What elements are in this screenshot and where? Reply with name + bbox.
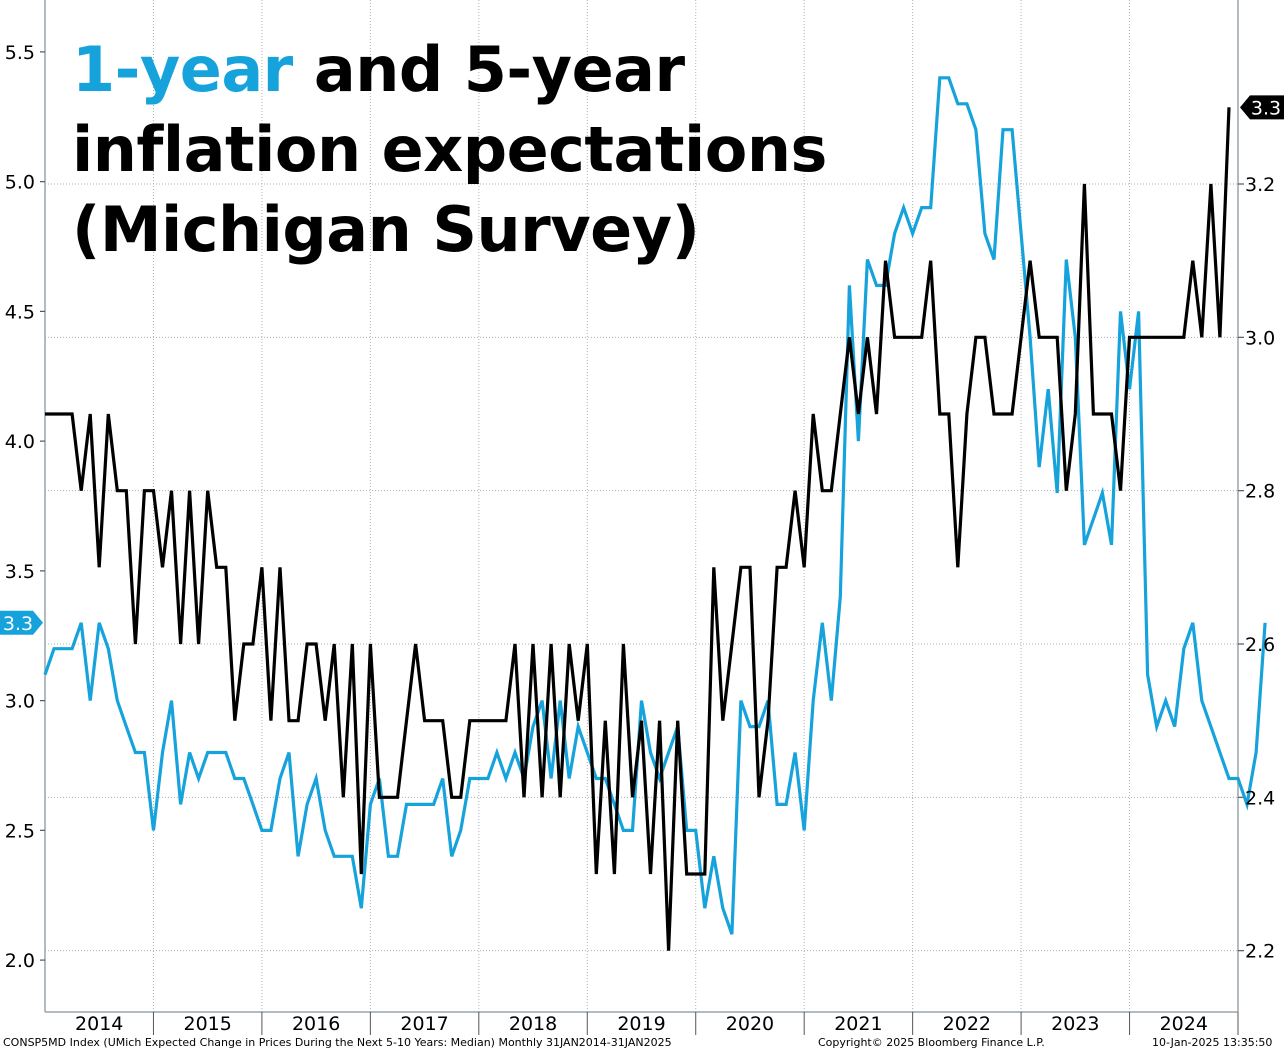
right-tick-label: 2.4 bbox=[1245, 787, 1275, 809]
left-tick-label: 3.5 bbox=[5, 561, 35, 583]
x-tick-label: 2018 bbox=[509, 1013, 557, 1035]
right-tick-label: 2.2 bbox=[1245, 941, 1275, 963]
right-tick-label: 3.2 bbox=[1245, 174, 1275, 196]
x-tick-label: 2024 bbox=[1160, 1013, 1208, 1035]
right-tick-label: 3.0 bbox=[1245, 327, 1275, 349]
left-tick-label: 4.5 bbox=[5, 301, 35, 323]
left-tick-label: 4.0 bbox=[5, 431, 35, 453]
right-tick-label: 2.8 bbox=[1245, 481, 1275, 503]
x-tick-label: 2015 bbox=[184, 1013, 232, 1035]
source-note: CONSP5MD Index (UMich Expected Change in… bbox=[3, 1036, 672, 1049]
x-tick-label: 2021 bbox=[834, 1013, 882, 1035]
left-last-value-tag bbox=[0, 610, 43, 635]
x-tick-label: 2016 bbox=[292, 1013, 340, 1035]
left-last-value-label: 3.3 bbox=[3, 613, 33, 635]
series-line-one-year bbox=[43, 76, 1267, 935]
right-tick-label: 2.6 bbox=[1245, 634, 1275, 656]
series-line-five-year bbox=[45, 107, 1231, 951]
left-tick-label: 2.0 bbox=[5, 950, 35, 972]
x-tick-label: 2023 bbox=[1051, 1013, 1099, 1035]
left-tick-label: 5.5 bbox=[5, 42, 35, 64]
chart-title: 1-year and 5-year inflation expectations… bbox=[72, 30, 827, 270]
left-tick-label: 2.5 bbox=[5, 820, 35, 842]
series-layer bbox=[43, 76, 1267, 951]
title-highlight: 1-year bbox=[72, 33, 293, 106]
x-tick-label: 2020 bbox=[726, 1013, 774, 1035]
right-last-value-label: 3.3 bbox=[1251, 97, 1281, 119]
x-tick-label: 2014 bbox=[75, 1013, 123, 1035]
copyright-note: Copyright© 2025 Bloomberg Finance L.P. bbox=[818, 1036, 1045, 1049]
axis-layer bbox=[40, 0, 1244, 1035]
right-last-value-tag bbox=[1240, 95, 1284, 120]
timestamp: 10-Jan-2025 13:35:50 bbox=[1152, 1036, 1273, 1049]
title-line1-rest: and 5-year bbox=[292, 33, 685, 106]
x-tick-label: 2019 bbox=[617, 1013, 665, 1035]
title-line3: (Michigan Survey) bbox=[72, 193, 700, 266]
x-tick-label: 2022 bbox=[943, 1013, 991, 1035]
left-tick-label: 5.0 bbox=[5, 172, 35, 194]
left-tick-label: 3.0 bbox=[5, 691, 35, 713]
title-line2: inflation expectations bbox=[72, 113, 827, 186]
grid-layer bbox=[45, 0, 1239, 1012]
label-layer: 2.0 2.5 3.0 3.5 4.0 4.5 5.0 5.5 2.2 2.4 2.6 2.8 3.0 3… bbox=[0, 42, 1284, 1035]
x-tick-label: 2017 bbox=[400, 1013, 448, 1035]
